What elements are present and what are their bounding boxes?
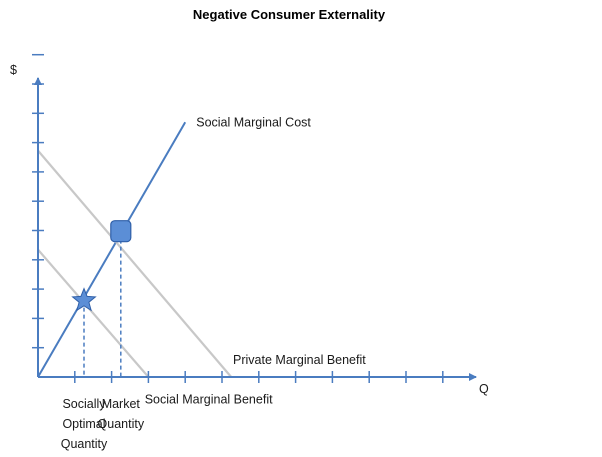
x-axis-label: Q [479, 382, 489, 396]
series-line-2 [37, 149, 233, 378]
quantity-label-1: Optimal [62, 417, 105, 431]
series-line-1 [37, 121, 187, 378]
quantity-label-1: Socially [62, 397, 106, 411]
series-line-3 [37, 248, 150, 378]
curve-label-3: Social Marginal Benefit [145, 393, 273, 407]
plot-area: Social Marginal Cost Private Marginal Ben… [32, 53, 477, 451]
curve-label-2: Private Marginal Benefit [233, 353, 366, 367]
market-equilibrium-marker [110, 220, 132, 243]
chart-title: Negative Consumer Externality [193, 7, 386, 22]
y-axis-label: $ [10, 63, 17, 77]
quantity-label-1: Quantity [61, 437, 108, 451]
quantity-label-2: Market [102, 397, 141, 411]
curve-label-1: Social Marginal Cost [196, 115, 311, 129]
quantity-label-2: Quantity [98, 417, 145, 431]
social-optimum-marker [71, 287, 97, 312]
